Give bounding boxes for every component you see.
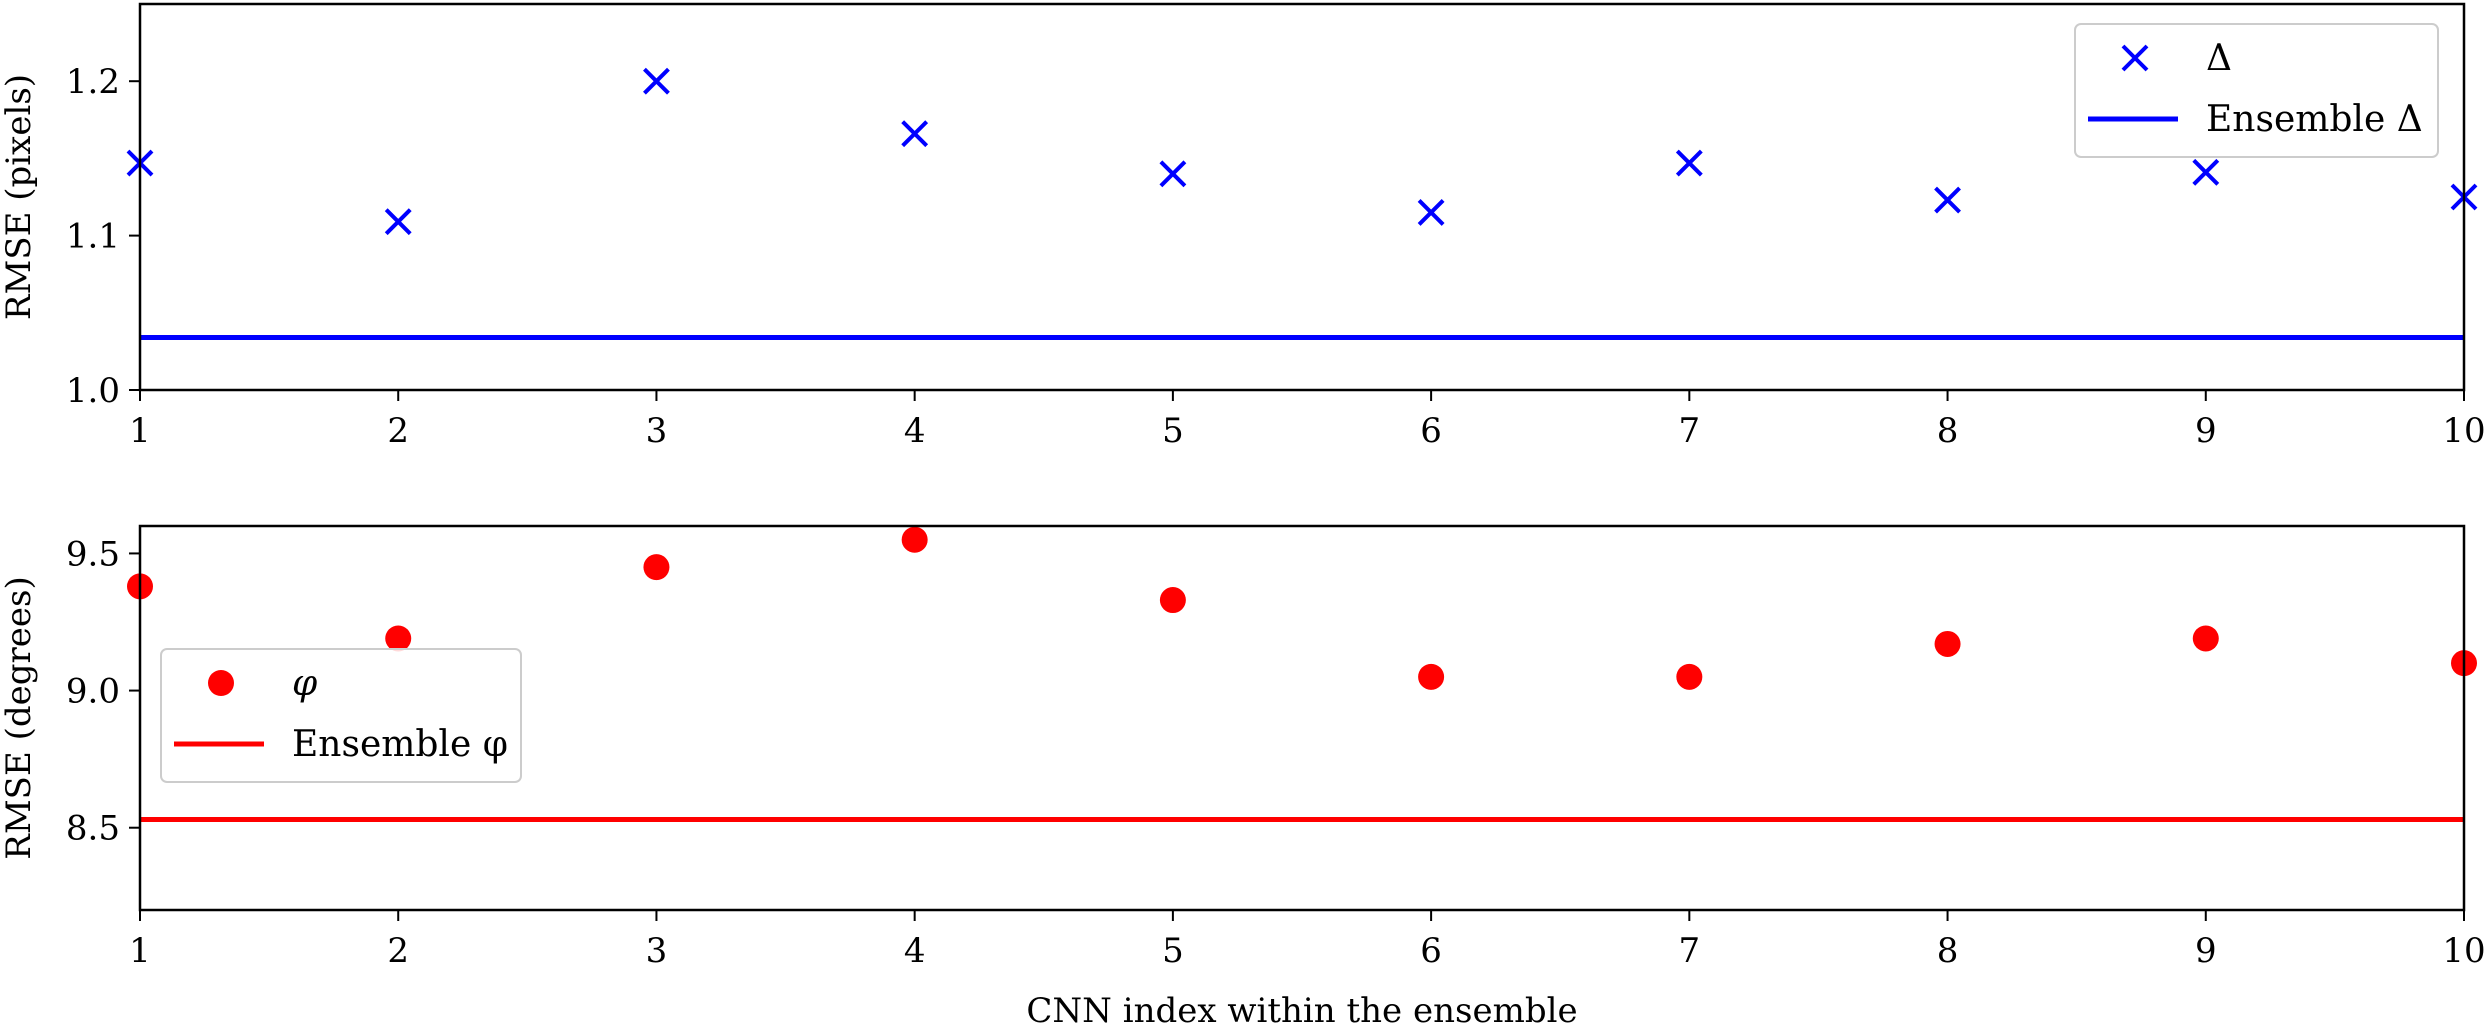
x-tick-label: 3	[646, 931, 668, 971]
data-point	[1418, 663, 1445, 690]
y-tick-label: 1.1	[66, 217, 120, 257]
legend-label-ensemble: Ensemble φ	[292, 724, 508, 765]
x-tick-label: 7	[1679, 411, 1701, 451]
y-axis-label: RMSE (degrees)	[0, 576, 39, 859]
data-point	[1159, 160, 1187, 188]
data-point	[643, 67, 670, 95]
y-tick-label: 1.2	[66, 62, 120, 102]
x-tick-label: 2	[387, 411, 409, 451]
data-point	[1934, 186, 1961, 214]
x-tick-label: 9	[2195, 931, 2217, 971]
data-point	[901, 526, 928, 553]
legend-marker-icon	[208, 670, 234, 696]
data-point	[1676, 663, 1703, 690]
legend-label-series: Δ	[2206, 38, 2232, 79]
x-tick-label: 2	[387, 931, 409, 971]
x-tick-label: 7	[1679, 931, 1701, 971]
x-tick-label: 1	[129, 411, 151, 451]
y-axis-label: RMSE (pixels)	[0, 74, 39, 320]
legend-frame	[2074, 23, 2439, 158]
data-point	[1675, 149, 1703, 177]
x-tick-label: 4	[904, 411, 926, 451]
panel-2: 1 2 3 4 5 6 7 8 9 10 8.5 9.0 9.5 RMSE (degrees) CNN in…	[0, 524, 2486, 1031]
y-tick-label: 9.5	[66, 534, 120, 574]
x-tick-label: 4	[904, 931, 926, 971]
data-point	[1159, 587, 1186, 614]
data-point	[2192, 625, 2219, 652]
data-point	[643, 554, 670, 581]
legend-marker-icon	[2121, 44, 2149, 72]
axes-frame	[138, 2, 2466, 392]
data-point	[901, 120, 929, 148]
legend-label-ensemble: Ensemble Δ	[2206, 99, 2423, 140]
y-tick-label: 9.0	[66, 672, 120, 712]
legend: φ Ensemble φ	[160, 648, 522, 783]
x-tick-label: 10	[2442, 931, 2485, 971]
x-tick-label: 10	[2442, 411, 2485, 451]
legend-frame	[160, 648, 522, 783]
x-tick-label: 9	[2195, 411, 2217, 451]
y-tick-label: 1.0	[66, 371, 120, 411]
x-tick-label: 3	[646, 411, 668, 451]
data-point	[1934, 630, 1961, 657]
data-point	[384, 208, 412, 236]
x-tick-label: 6	[1420, 931, 1442, 971]
x-axis-label: CNN index within the ensemble	[1026, 991, 1577, 1031]
axes-frame	[138, 524, 2466, 912]
x-tick-label: 5	[1162, 411, 1184, 451]
x-tick-label: 1	[129, 931, 151, 971]
data-point	[385, 625, 412, 652]
data-point	[2192, 158, 2220, 186]
legend-label-series: φ	[292, 663, 318, 704]
data-point	[1417, 199, 1445, 226]
x-tick-label: 5	[1162, 931, 1184, 971]
legend: Δ Ensemble Δ	[2074, 23, 2439, 158]
x-tick-label: 8	[1937, 931, 1959, 971]
panel-1: 1 2 3 4 5 6 7 8 9 10 1.0 1.1 1.2 RMSE (pixels) Δ Ensemb…	[0, 2, 2486, 451]
x-tick-label: 8	[1937, 411, 1959, 451]
y-tick-label: 8.5	[66, 809, 120, 849]
x-tick-label: 6	[1420, 411, 1442, 451]
